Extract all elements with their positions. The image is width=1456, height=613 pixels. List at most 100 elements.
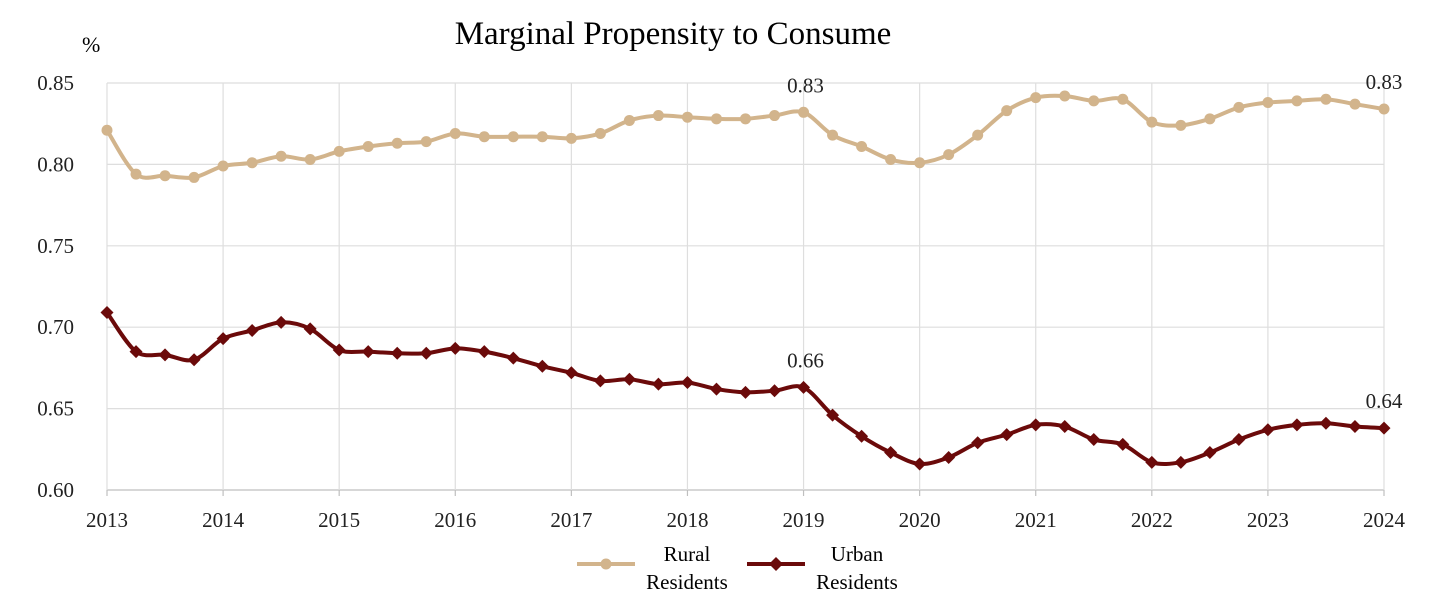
data-point-urban [1261, 423, 1275, 437]
data-point-rural [681, 111, 693, 123]
data-point-rural [101, 124, 113, 136]
data-point-rural [246, 157, 258, 169]
data-point-rural [914, 157, 926, 169]
x-tick-label: 2014 [202, 508, 245, 532]
data-labels: 0.83 0.83 0.66 0.64 [787, 70, 1403, 413]
data-point-rural [594, 127, 606, 139]
data-point-urban [274, 315, 288, 329]
legend-marker-rural [577, 558, 635, 570]
legend-item-rural: Rural Residents [575, 540, 735, 600]
data-point-rural [1204, 113, 1216, 125]
data-point-rural [130, 168, 142, 180]
data-point-urban [245, 323, 259, 337]
data-point-rural [1146, 116, 1158, 128]
data-point-urban [216, 332, 230, 346]
legend-label-urban-line2: Residents [816, 570, 898, 594]
data-point-urban [1058, 420, 1072, 434]
data-point-urban [1029, 418, 1043, 432]
data-point-rural [1001, 105, 1013, 117]
x-tick-label: 2021 [1015, 508, 1057, 532]
data-point-rural [507, 131, 519, 143]
data-point-rural [565, 132, 577, 144]
data-point-rural [304, 154, 316, 166]
data-label: 0.66 [787, 348, 824, 372]
data-point-urban [332, 343, 346, 357]
data-point-rural [1030, 92, 1042, 104]
x-tick-label: 2015 [318, 508, 360, 532]
data-point-urban [709, 382, 723, 396]
data-point-urban [158, 348, 172, 362]
chart-title: Marginal Propensity to Consume [454, 16, 892, 52]
data-point-rural [275, 150, 287, 162]
data-point-rural [710, 113, 722, 125]
data-point-urban [477, 345, 491, 359]
series-layer [100, 90, 1391, 471]
grid-lines [106, 82, 1385, 496]
data-point-urban [1232, 433, 1246, 447]
data-point-urban [855, 429, 869, 443]
data-point-urban [419, 346, 433, 360]
data-point-rural [827, 129, 839, 141]
data-point-urban [448, 341, 462, 355]
data-point-rural [1349, 98, 1361, 110]
x-tick-label: 2016 [434, 508, 476, 532]
data-point-rural [159, 170, 171, 182]
data-point-rural [478, 131, 490, 143]
data-point-urban [1203, 446, 1217, 460]
data-point-urban [1087, 433, 1101, 447]
x-tick-label: 2019 [783, 508, 825, 532]
data-point-urban [1000, 428, 1014, 442]
legend-label-rural-line2: Residents [646, 570, 728, 594]
data-point-urban [942, 450, 956, 464]
data-point-rural [449, 127, 461, 139]
data-point-rural [740, 113, 751, 125]
x-tick-label: 2013 [86, 508, 128, 532]
data-point-urban [913, 457, 927, 471]
data-point-rural [652, 110, 664, 122]
data-point-rural [420, 136, 432, 148]
y-tick-label: 0.60 [37, 478, 74, 502]
data-point-rural [333, 145, 345, 157]
data-point-rural [1320, 93, 1332, 105]
legend-item-urban: Urban Residents [745, 540, 935, 600]
y-tick-label: 0.75 [37, 234, 74, 258]
data-point-rural [1262, 97, 1274, 109]
data-label: 0.83 [787, 73, 824, 97]
data-point-rural [769, 110, 781, 122]
data-point-rural [943, 149, 955, 161]
series-line-rural [105, 93, 1385, 180]
x-tick-label: 2024 [1363, 508, 1406, 532]
data-point-urban [390, 346, 404, 360]
legend-label-urban-line1: Urban [830, 542, 884, 566]
data-point-urban [564, 366, 578, 380]
legend-label-rural-line1: Rural [663, 542, 711, 566]
data-point-urban [187, 353, 201, 367]
data-label: 0.64 [1366, 389, 1403, 413]
data-point-urban [884, 446, 898, 460]
data-point-urban [361, 345, 375, 359]
data-point-urban [593, 374, 607, 388]
data-point-urban [506, 351, 520, 365]
data-point-urban [1348, 420, 1362, 434]
x-tick-label: 2017 [550, 508, 592, 532]
data-point-urban [768, 384, 782, 398]
data-point-urban [1145, 455, 1159, 469]
data-point-rural [885, 154, 897, 166]
data-point-urban [797, 380, 811, 394]
data-point-rural [1117, 93, 1129, 105]
data-point-rural [362, 140, 374, 152]
data-point-rural [623, 114, 635, 126]
data-point-urban [971, 436, 985, 450]
data-point-urban [739, 385, 752, 399]
data-point-urban [303, 322, 317, 336]
x-tick-label: 2018 [666, 508, 708, 532]
data-point-urban [100, 306, 114, 320]
data-point-rural [1378, 103, 1390, 115]
data-point-rural [1175, 119, 1187, 131]
data-point-urban [129, 345, 143, 359]
data-label: 0.83 [1366, 70, 1403, 94]
data-point-rural [798, 106, 810, 118]
data-point-urban [826, 408, 840, 422]
data-point-urban [1116, 437, 1130, 451]
